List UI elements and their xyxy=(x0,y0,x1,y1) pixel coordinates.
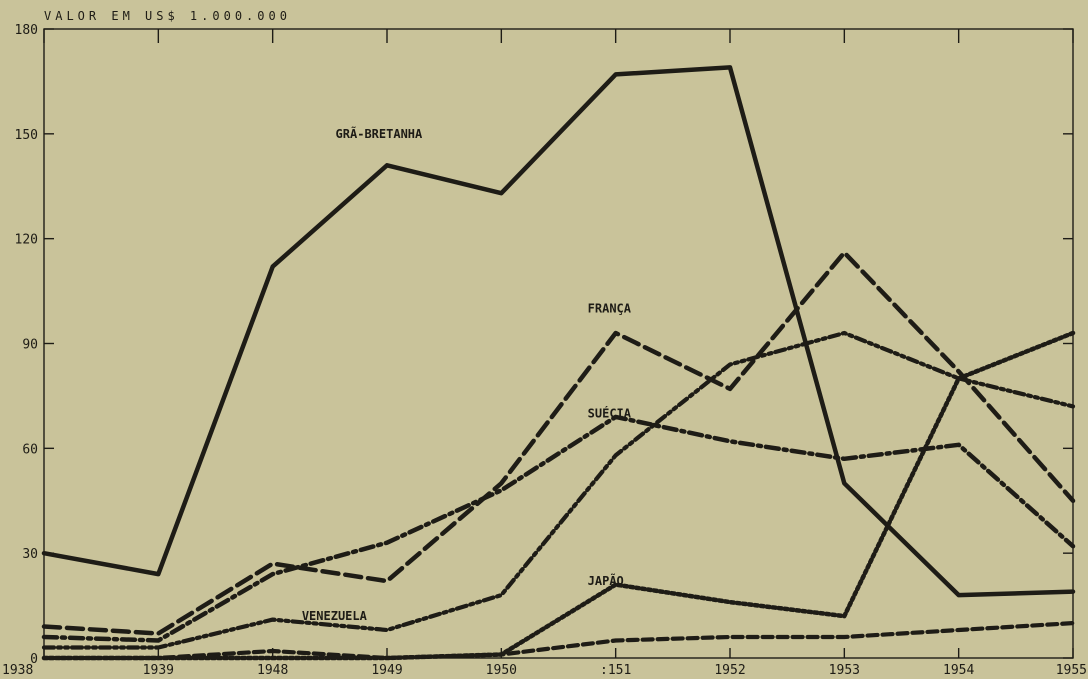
series-line-3 xyxy=(41,414,1076,643)
y-tick-label: 90 xyxy=(22,338,38,353)
series-label: FRANÇA xyxy=(588,302,632,316)
x-tick-label: 1955 xyxy=(1056,663,1087,678)
series-labels: GRÃ-BRETANHA FRANÇA SUÉCIA VENEZUELA JAPÃO xyxy=(302,126,632,623)
series-line-1 xyxy=(41,65,1076,598)
y-tick-label: 120 xyxy=(15,233,38,248)
series-label: VENEZUELA xyxy=(302,609,368,623)
series-line-2 xyxy=(41,250,1076,636)
x-tick-label: 1954 xyxy=(943,663,974,678)
series-line-6 xyxy=(41,330,1076,661)
x-tick-label: 1949 xyxy=(371,663,402,678)
plot-area xyxy=(43,28,1074,659)
series-label: SUÉCIA xyxy=(588,405,632,420)
y-tick-label: 180 xyxy=(15,23,38,38)
y-axis-label: VALOR EM US$ 1.000.000 xyxy=(44,9,291,23)
y-tick-label: 0 xyxy=(30,652,38,667)
x-tick-label: 1948 xyxy=(257,663,288,678)
y-tick-label: 150 xyxy=(15,128,38,143)
x-tick-label: 1939 xyxy=(143,663,174,678)
series-lines xyxy=(41,65,1076,661)
series-line-5 xyxy=(41,620,1076,661)
x-tick-label: 1953 xyxy=(829,663,860,678)
y-axis-ticks: 0 30 60 90 120 150 180 xyxy=(15,23,1073,667)
x-tick-label: 1950 xyxy=(486,663,517,678)
x-tick-label: 1938 xyxy=(2,663,33,678)
x-axis-ticks: 1938 1939 1948 1949 1950 :151 1952 1953 1954 1955 xyxy=(2,29,1087,678)
series-label: GRÃ-BRETANHA xyxy=(336,126,423,141)
y-tick-label: 60 xyxy=(22,442,38,457)
y-tick-label: 30 xyxy=(22,547,38,562)
series-line-4 xyxy=(41,330,1076,650)
x-tick-label: :151 xyxy=(600,663,631,678)
x-tick-label: 1952 xyxy=(714,663,745,678)
series-label: JAPÃO xyxy=(588,573,624,588)
